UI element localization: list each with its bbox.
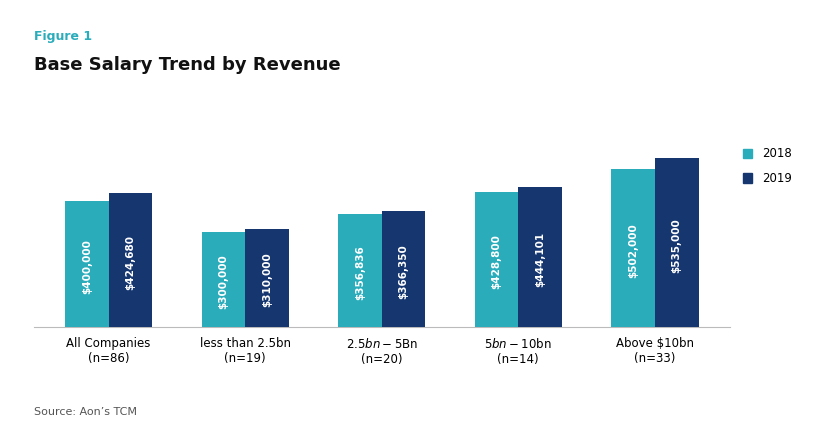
Text: Figure 1: Figure 1	[34, 30, 91, 43]
Legend: 2018, 2019: 2018, 2019	[743, 147, 791, 185]
Bar	[338, 214, 382, 327]
Text: $366,350: $366,350	[399, 244, 409, 299]
Text: $444,101: $444,101	[535, 232, 545, 287]
Text: Base Salary Trend by Revenue: Base Salary Trend by Revenue	[34, 56, 340, 74]
Bar	[611, 169, 654, 327]
Bar	[519, 187, 562, 327]
Bar	[109, 193, 153, 327]
Text: Source: Aon’s TCM: Source: Aon’s TCM	[34, 407, 137, 418]
Bar	[65, 201, 109, 327]
Text: $400,000: $400,000	[82, 239, 91, 294]
Bar	[245, 229, 289, 327]
Text: $356,836: $356,836	[355, 246, 365, 300]
Text: $310,000: $310,000	[262, 252, 272, 307]
Bar	[201, 232, 245, 327]
Bar	[654, 158, 699, 327]
Text: $428,800: $428,800	[492, 234, 502, 289]
Bar	[382, 211, 425, 327]
Text: $502,000: $502,000	[628, 224, 638, 278]
Text: $535,000: $535,000	[672, 218, 681, 273]
Text: $424,680: $424,680	[126, 235, 136, 290]
Bar	[475, 192, 519, 327]
Text: $300,000: $300,000	[218, 254, 228, 309]
